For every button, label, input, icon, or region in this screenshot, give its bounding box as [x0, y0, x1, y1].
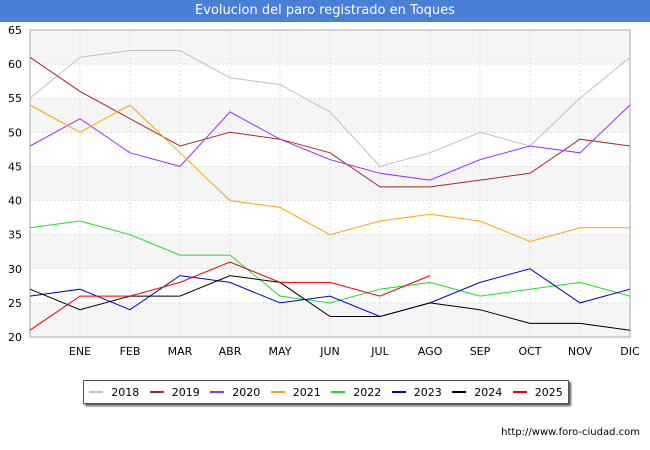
x-tick-label: MAR [168, 345, 193, 358]
y-tick-labels: 20 25 30 35 40 45 50 55 60 65 [8, 24, 22, 344]
legend-item-2019: 2019 [149, 385, 200, 399]
series-line-2020 [29, 104, 631, 181]
x-tick-label: NOV [568, 345, 593, 358]
y-tick-label: 55 [8, 92, 22, 105]
y-tick-label: 20 [8, 331, 22, 344]
y-tick-label: 65 [8, 24, 22, 37]
x-tick-label: MAY [269, 345, 292, 358]
legend-item-2021: 2021 [270, 385, 321, 399]
x-tick-label: ABR [219, 345, 242, 358]
legend-label: 2019 [171, 385, 200, 399]
legend-label: 2024 [474, 385, 503, 399]
plot-frame [29, 29, 631, 338]
series-line-2022 [29, 220, 631, 304]
legend-swatch [89, 391, 104, 393]
x-tick-label: FEB [120, 345, 141, 358]
legend-item-2023: 2023 [391, 385, 442, 399]
legend-swatch [149, 391, 164, 393]
legend-swatch [512, 391, 527, 393]
legend-swatch [270, 391, 285, 393]
legend-swatch [210, 391, 225, 393]
y-tick-label: 25 [8, 297, 22, 310]
legend-label: 2020 [232, 385, 261, 399]
y-tick-label: 45 [8, 160, 22, 173]
legend-swatch [391, 391, 406, 393]
y-tick-label: 35 [8, 229, 22, 242]
source-url: http://www.foro-ciudad.com [501, 427, 640, 438]
x-tick-label: DIC [620, 345, 640, 358]
x-tick-label: JUN [319, 345, 340, 358]
x-tick-label: AGO [418, 345, 443, 358]
legend-item-2020: 2020 [210, 386, 260, 399]
series-line-2019 [29, 56, 631, 188]
series-line-2025 [29, 261, 431, 331]
legend-label: 2018 [111, 385, 140, 399]
legend-swatch [452, 391, 467, 393]
chart-title: Evolucion del paro registrado en Toques [0, 0, 650, 22]
x-tick-labels: ENE FEB MAR ABR MAY JUN JUL AGO SEP OCT NOV DIC [69, 345, 640, 358]
legend-item-2024: 2024 [452, 386, 502, 399]
series-line-2023 [29, 268, 631, 318]
legend-item-2025: 2025 [512, 385, 563, 399]
y-tick-label: 60 [8, 58, 22, 71]
axes [29, 29, 631, 338]
legend-item-2022: 2022 [331, 386, 381, 399]
series-line-2021 [29, 104, 630, 243]
x-tick-label: JUL [370, 345, 389, 358]
y-tick-label: 40 [8, 195, 22, 208]
x-tick-label: OCT [518, 345, 541, 358]
legend-label: 2023 [413, 385, 442, 399]
legend: 2018 2019 2020 2021 2022 2023 2024 2025 [83, 380, 569, 404]
legend-label: 2022 [353, 385, 382, 399]
legend-swatch [331, 391, 346, 393]
x-tick-label: ENE [69, 345, 91, 358]
y-tick-label: 30 [8, 263, 22, 276]
legend-label: 2021 [292, 385, 321, 399]
legend-item-2018: 2018 [89, 386, 139, 399]
legend-label: 2025 [534, 385, 563, 399]
x-tick-label: SEP [470, 345, 491, 358]
series-lines [29, 50, 631, 331]
y-tick-label: 50 [8, 126, 22, 139]
